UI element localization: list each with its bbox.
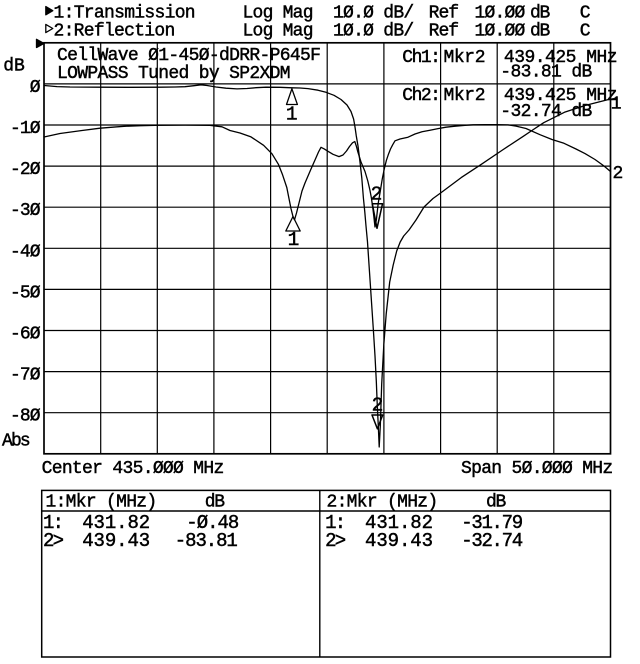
svg-text:LOWPASS Tuned by SP2XDM: LOWPASS Tuned by SP2XDM xyxy=(57,64,291,84)
svg-text:-7Ø: -7Ø xyxy=(10,366,41,386)
svg-text:Span 5Ø.ØØØ MHz: Span 5Ø.ØØØ MHz xyxy=(461,459,613,479)
svg-text:1Ø.ØØ: 1Ø.ØØ xyxy=(475,22,526,42)
svg-text:-8Ø: -8Ø xyxy=(10,407,41,427)
svg-text:dB: dB xyxy=(205,493,225,513)
svg-text:-31.79: -31.79 xyxy=(461,512,523,534)
svg-text:1: 1 xyxy=(288,229,300,251)
svg-text:431.82: 431.82 xyxy=(82,512,150,534)
svg-text:2: 2 xyxy=(371,183,383,205)
svg-text:Mkr2: Mkr2 xyxy=(444,86,486,106)
svg-text:439.43: 439.43 xyxy=(365,530,433,552)
svg-text:dB: dB xyxy=(3,57,25,77)
svg-text:1:Mkr (MHz): 1:Mkr (MHz) xyxy=(46,493,158,513)
svg-text:1Ø.ØØ: 1Ø.ØØ xyxy=(475,4,526,24)
svg-text:2:Mkr (MHz): 2:Mkr (MHz) xyxy=(327,493,439,513)
svg-text:1:: 1: xyxy=(43,512,64,534)
svg-text:Ø: Ø xyxy=(30,78,41,98)
svg-text:1: 1 xyxy=(286,104,298,126)
svg-text:2:Reflection: 2:Reflection xyxy=(54,22,176,42)
svg-text:439.425 MHz: 439.425 MHz xyxy=(504,86,618,106)
svg-text:dB: dB xyxy=(530,4,550,24)
svg-text:431.82: 431.82 xyxy=(365,512,433,534)
svg-text:1:Transmission: 1:Transmission xyxy=(54,4,196,24)
svg-text:1Ø.Ø dB/: 1Ø.Ø dB/ xyxy=(333,4,414,24)
svg-text:2: 2 xyxy=(372,394,384,416)
svg-text:-32.74 dB: -32.74 dB xyxy=(500,102,592,122)
svg-text:-6Ø: -6Ø xyxy=(10,325,41,345)
svg-text:Log Mag: Log Mag xyxy=(243,22,314,42)
svg-text:-32.74: -32.74 xyxy=(461,530,523,552)
svg-text:-1Ø: -1Ø xyxy=(10,119,41,139)
svg-text:2>: 2> xyxy=(325,530,346,552)
svg-text:Ch1:: Ch1: xyxy=(402,48,441,68)
svg-text:-83.81: -83.81 xyxy=(175,530,238,552)
svg-text:439.43: 439.43 xyxy=(82,530,150,552)
svg-text:2>: 2> xyxy=(43,530,64,552)
svg-text:-2Ø: -2Ø xyxy=(10,160,41,180)
svg-text:Abs: Abs xyxy=(2,431,31,451)
svg-text:-83.81 dB: -83.81 dB xyxy=(500,63,592,83)
svg-text:Ref: Ref xyxy=(429,4,460,24)
svg-text:1: 1 xyxy=(611,95,622,115)
svg-text:Ch2:: Ch2: xyxy=(402,86,441,106)
svg-text:Log Mag: Log Mag xyxy=(243,4,314,24)
svg-text:Mkr2: Mkr2 xyxy=(444,48,486,68)
svg-text:-3Ø: -3Ø xyxy=(10,201,41,221)
svg-text:-Ø.48: -Ø.48 xyxy=(186,512,239,534)
svg-text:CellWave Ø1-45Ø-dDRR-P645F: CellWave Ø1-45Ø-dDRR-P645F xyxy=(57,46,321,66)
svg-text:2: 2 xyxy=(613,164,624,184)
svg-text:1:: 1: xyxy=(325,512,346,534)
svg-text:dB: dB xyxy=(530,22,550,42)
svg-text:1Ø.Ø dB/: 1Ø.Ø dB/ xyxy=(333,22,414,42)
svg-text:-4Ø: -4Ø xyxy=(10,242,41,262)
svg-text:C: C xyxy=(580,4,591,24)
svg-text:C: C xyxy=(580,22,591,42)
svg-text:Ref: Ref xyxy=(429,22,460,42)
svg-text:Center 435.ØØØ MHz: Center 435.ØØØ MHz xyxy=(42,459,225,479)
svg-text:439.425 MHz: 439.425 MHz xyxy=(504,48,618,68)
svg-text:-5Ø: -5Ø xyxy=(10,283,41,303)
svg-text:dB: dB xyxy=(486,493,506,513)
